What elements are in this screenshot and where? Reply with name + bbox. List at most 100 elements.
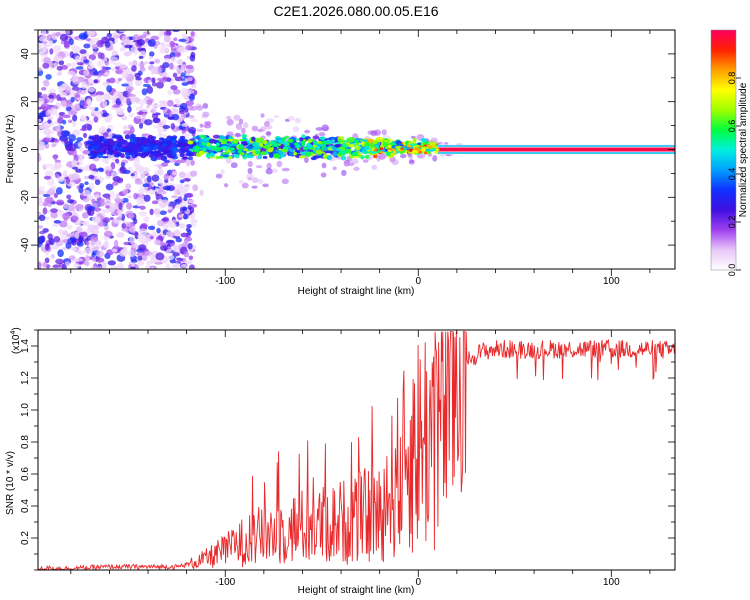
spectrogram-cell bbox=[307, 138, 312, 144]
spectrogram-cell bbox=[177, 46, 186, 54]
spectrogram-cell bbox=[127, 105, 132, 113]
spectrogram-cell bbox=[179, 152, 185, 158]
spectrogram-cell bbox=[167, 99, 174, 107]
spectrogram-cell bbox=[98, 127, 107, 133]
spectrogram-cell bbox=[50, 208, 58, 213]
spectrogram-cell bbox=[187, 242, 193, 250]
spectrogram-y-ticks: -40 -20 0 20 40 bbox=[20, 29, 675, 270]
spectrogram-cell bbox=[157, 164, 163, 169]
spectrogram-cell bbox=[75, 66, 84, 70]
spectrogram-cell bbox=[341, 169, 347, 176]
spectrogram-peak bbox=[278, 139, 282, 143]
spectrogram-cell bbox=[38, 186, 46, 191]
spectrogram-cell bbox=[58, 111, 66, 116]
snr-y-ticks: 0.2 0.4 0.6 0.8 1.0 1.2 1.4 bbox=[20, 329, 675, 571]
spectrogram-cell bbox=[53, 62, 58, 68]
spectrogram-cell bbox=[98, 111, 104, 115]
spectrogram-peak bbox=[341, 150, 346, 155]
spectrogram-peak bbox=[325, 139, 332, 144]
spectrogram-cell bbox=[55, 187, 63, 195]
spectrogram-cell bbox=[141, 113, 147, 118]
spectrogram-cell bbox=[101, 65, 106, 74]
spectrogram-cell bbox=[241, 127, 246, 135]
spectrogram-cell bbox=[141, 88, 148, 96]
spectrogram-cell bbox=[178, 38, 187, 43]
spectrogram-cell bbox=[173, 37, 178, 42]
spectrogram-cell bbox=[150, 139, 157, 144]
spectrogram-cell bbox=[321, 124, 329, 132]
spectrogram-cell bbox=[99, 198, 105, 202]
x-tick-label: -100 bbox=[215, 276, 235, 287]
spectrogram-peak bbox=[420, 138, 427, 142]
spectrogram-cell bbox=[170, 143, 175, 146]
spectrogram-cell bbox=[102, 149, 107, 155]
spectrogram-peak bbox=[270, 140, 276, 146]
spectrogram-cell bbox=[196, 128, 204, 133]
spectrogram-cell bbox=[66, 62, 72, 67]
spectrogram-cell bbox=[42, 261, 48, 268]
spectrogram-cell bbox=[55, 31, 61, 36]
spectrogram-cell bbox=[374, 145, 380, 149]
spectrogram-cell bbox=[153, 154, 161, 158]
spectrogram-cell bbox=[385, 151, 391, 157]
colorbar-tick-label: 0.6 bbox=[727, 120, 737, 133]
spectrogram-cell bbox=[144, 250, 153, 256]
y-tick-label: 40 bbox=[20, 48, 31, 60]
y-tick-label: 1.2 bbox=[20, 371, 31, 385]
snr-background bbox=[38, 330, 675, 570]
spectrogram-peak bbox=[406, 144, 411, 148]
spectrogram-cell bbox=[105, 165, 112, 171]
spectrogram-cell bbox=[179, 258, 184, 262]
spectrogram-cell bbox=[241, 133, 247, 139]
spectrogram-cell bbox=[111, 171, 118, 177]
spectrogram-cell bbox=[42, 207, 48, 215]
spectrogram-peak bbox=[423, 151, 428, 155]
spectrogram-cell bbox=[220, 168, 225, 175]
spectrogram-cell bbox=[190, 118, 198, 123]
spectrogram-cell bbox=[82, 198, 90, 203]
spectrogram-cell bbox=[138, 210, 148, 217]
spectrogram-cell bbox=[364, 141, 370, 147]
spectrogram-cell bbox=[174, 204, 182, 209]
spectrogram-cell bbox=[53, 220, 62, 224]
spectrogram-cell bbox=[92, 51, 99, 55]
spectrogram-cell bbox=[42, 44, 48, 53]
spectrogram-cell bbox=[276, 160, 283, 168]
spectrogram-cell bbox=[144, 119, 153, 126]
spectrogram-cell bbox=[162, 125, 171, 130]
spectrogram-cell bbox=[61, 99, 68, 108]
spectrogram-cell bbox=[92, 71, 99, 76]
spectrogram-peak bbox=[221, 145, 228, 149]
spectrogram-cell bbox=[166, 153, 173, 158]
spectrogram-cell bbox=[76, 250, 81, 254]
spectrogram-cell bbox=[167, 89, 173, 96]
colorbar-tick-label: 0.2 bbox=[727, 216, 737, 229]
spectrogram-cell bbox=[110, 67, 116, 72]
spectrogram-cell bbox=[202, 111, 210, 118]
spectrogram-cell bbox=[312, 135, 320, 140]
spectrogram-cell bbox=[151, 151, 159, 155]
spectrogram-peak bbox=[281, 149, 288, 153]
spectrogram-cell bbox=[111, 98, 117, 106]
spectrogram-cell bbox=[170, 56, 176, 62]
spectrogram-cell bbox=[88, 58, 93, 66]
spectrogram-cell bbox=[67, 199, 75, 204]
spectrogram-cell bbox=[381, 129, 387, 136]
spectrogram-cell bbox=[122, 188, 129, 195]
spectrogram-cell bbox=[203, 123, 212, 129]
spectrogram-cell bbox=[185, 227, 191, 232]
spectrogram-cell bbox=[53, 139, 60, 143]
spectrogram-cell bbox=[43, 122, 52, 127]
spectrogram-cell bbox=[326, 155, 333, 161]
spectrogram-cell bbox=[360, 155, 365, 160]
spectrogram-cell bbox=[165, 263, 171, 269]
spectrogram-cell bbox=[116, 177, 124, 184]
spectrogram-cell bbox=[62, 229, 68, 236]
spectrogram-cell bbox=[102, 93, 111, 101]
spectrogram-cell bbox=[49, 48, 54, 55]
spectrogram-cell bbox=[371, 164, 378, 170]
spectrogram-cell bbox=[273, 114, 280, 119]
spectrogram-cell bbox=[59, 91, 68, 98]
spectrogram-peak bbox=[266, 144, 271, 149]
spectrogram-cell bbox=[67, 233, 76, 238]
